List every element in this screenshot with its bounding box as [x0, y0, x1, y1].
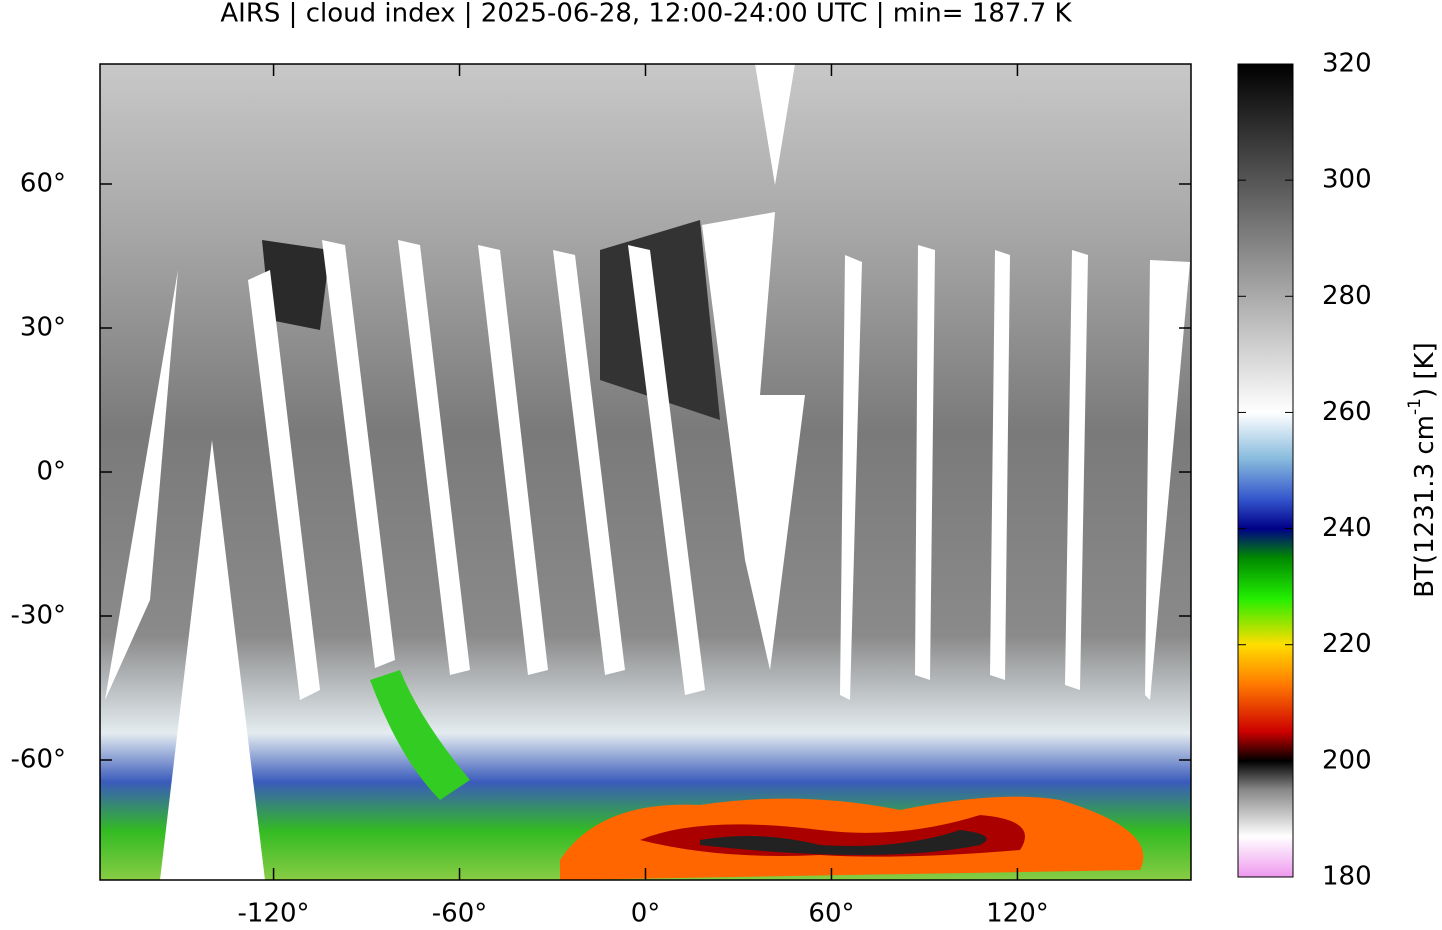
- map-image: [100, 64, 1191, 880]
- colorbar-tick-label: 260: [1322, 397, 1372, 427]
- colorbar-tick-label: 220: [1322, 629, 1372, 659]
- colorbar-tick-label: 300: [1322, 165, 1372, 195]
- colorbar-tick-label: 200: [1322, 745, 1372, 775]
- x-tick-label: -60°: [432, 899, 487, 929]
- y-tick-label: -60°: [11, 745, 66, 775]
- colorbar-label-sup: -1: [1405, 398, 1425, 415]
- x-tick-label: 0°: [631, 899, 661, 929]
- y-tick-label: 60°: [20, 169, 66, 199]
- colorbar-label-unit: ) [K]: [1410, 342, 1440, 398]
- x-tick-label: 120°: [986, 899, 1049, 929]
- colorbar-label: BT(1231.3 cm-1) [K]: [1405, 342, 1440, 597]
- colorbar-tick-label: 180: [1322, 862, 1372, 892]
- colorbar-tick-label: 240: [1322, 513, 1372, 543]
- y-tick-label: 30°: [20, 313, 66, 343]
- colorbar-tick-label: 280: [1322, 281, 1372, 311]
- colorbar-label-main: BT(1231.3 cm: [1410, 415, 1440, 598]
- colorbar-tick-label: 320: [1322, 49, 1372, 79]
- x-tick-label: -120°: [238, 899, 310, 929]
- colorbar: [1237, 63, 1294, 878]
- x-tick-label: 60°: [808, 899, 854, 929]
- y-tick-label: -30°: [11, 601, 66, 631]
- y-tick-label: 0°: [36, 457, 66, 487]
- chart-title: AIRS | cloud index | 2025-06-28, 12:00-2…: [220, 0, 1072, 29]
